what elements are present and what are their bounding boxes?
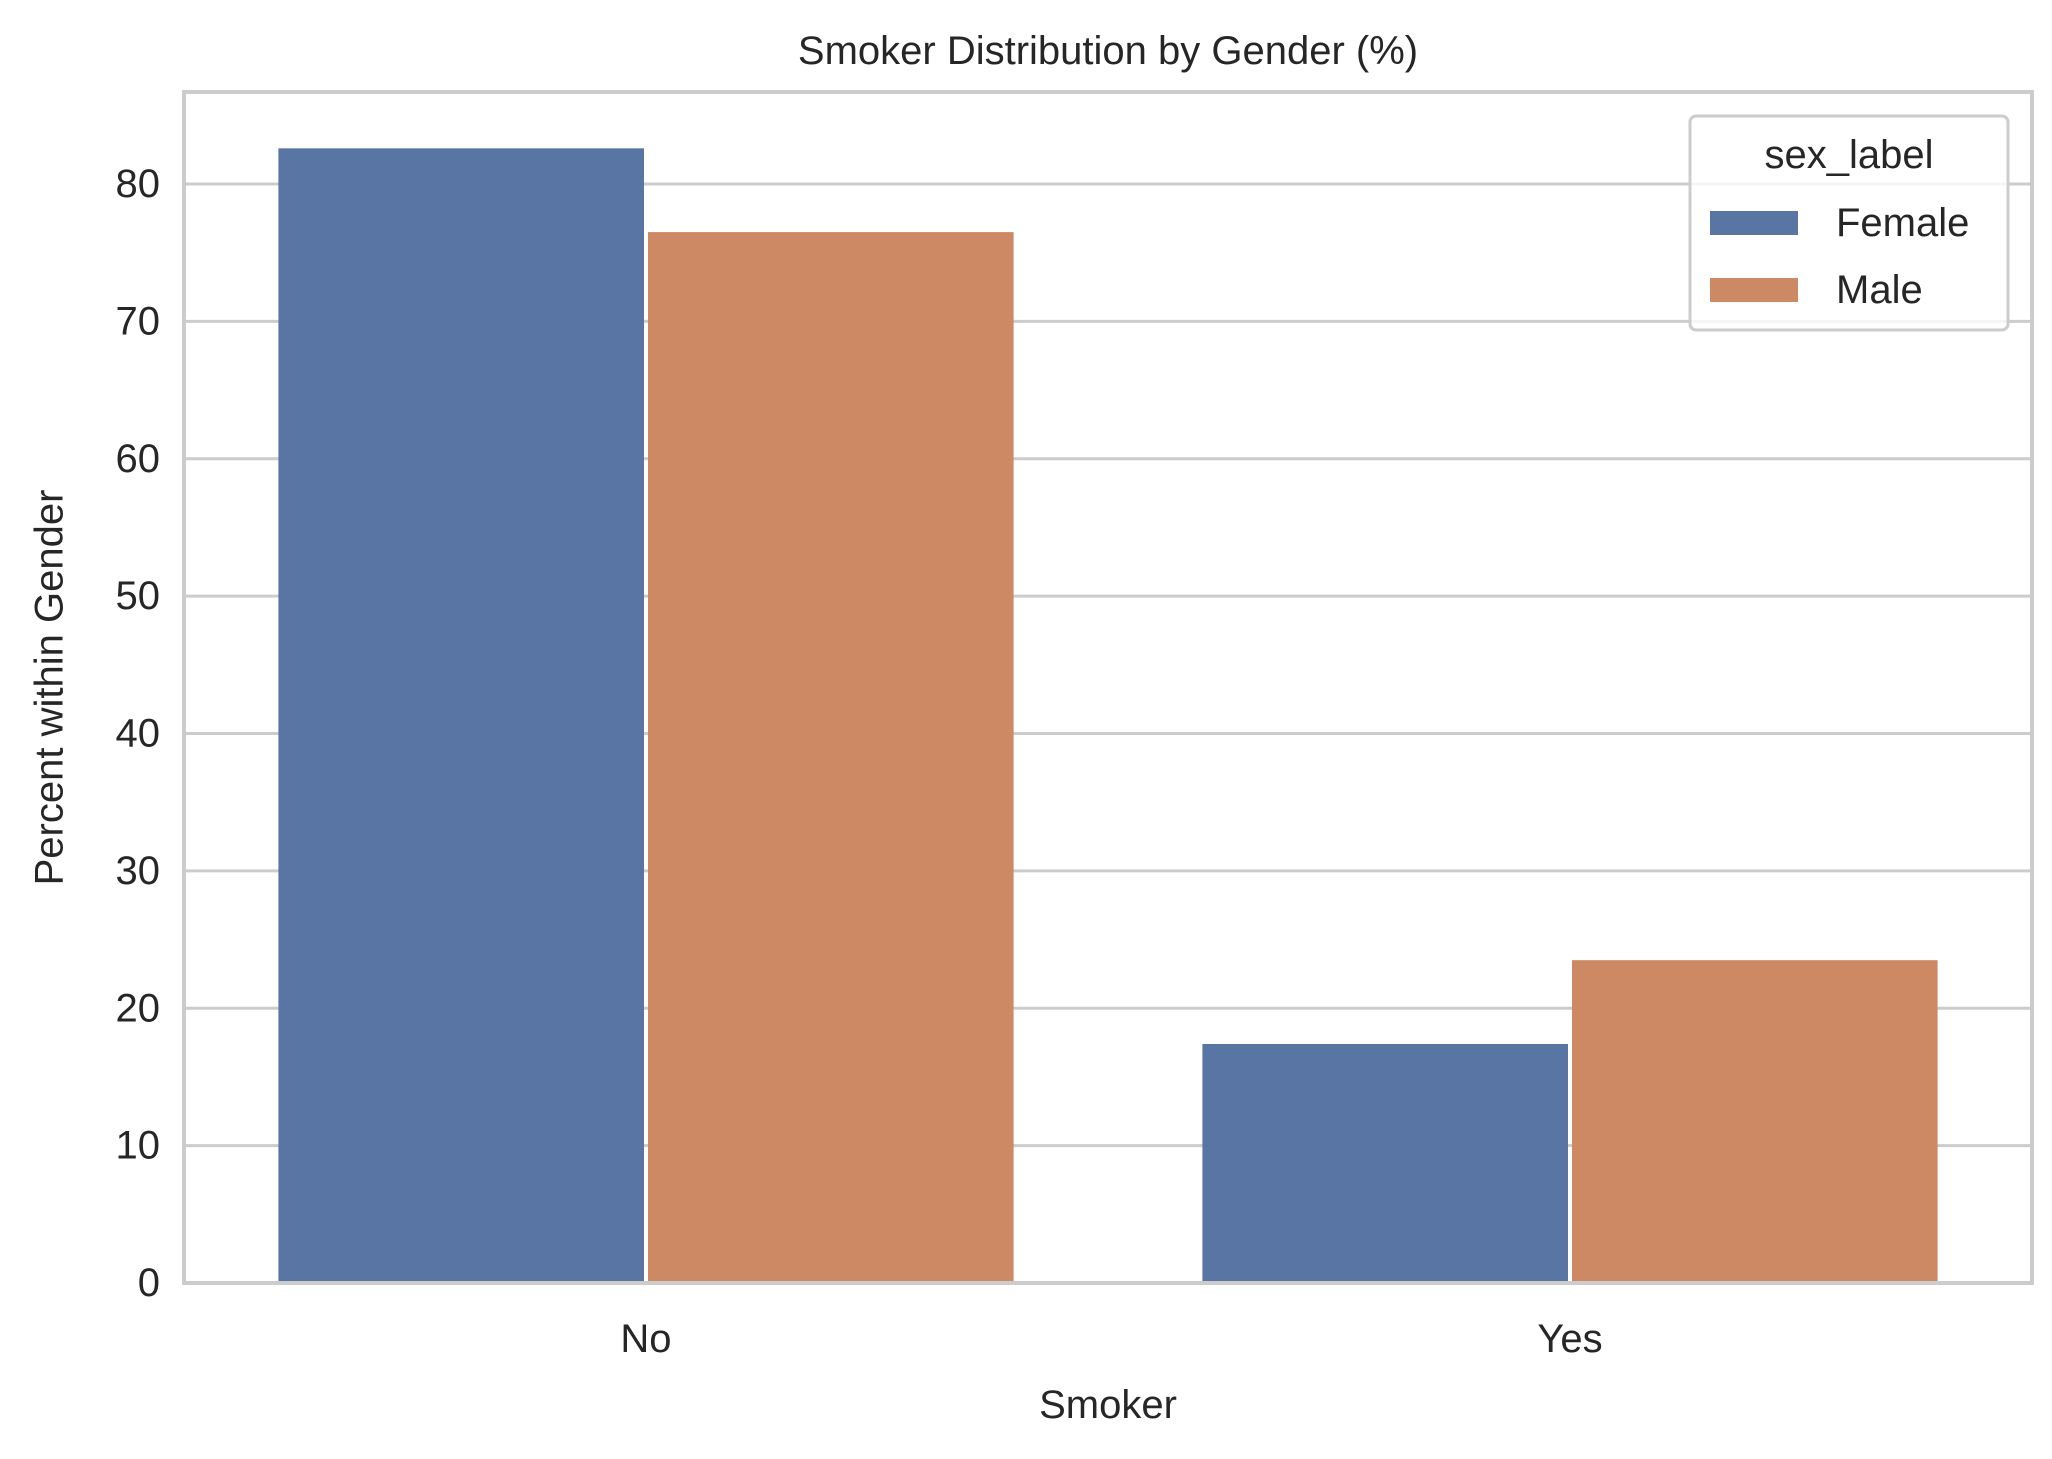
legend-title: sex_label (1764, 133, 1933, 177)
y-tick-label-30: 30 (116, 849, 161, 893)
legend: sex_label Female Male (1688, 114, 2010, 332)
bars (278, 148, 1938, 1284)
legend-entries: Female Male (1710, 201, 1969, 312)
x-tick-label-yes: Yes (1537, 1317, 1602, 1361)
bar-female-yes (1202, 1043, 1568, 1283)
plot-frame (182, 90, 2034, 1285)
bar-male-yes (1572, 960, 1938, 1283)
legend-label-male: Male (1836, 268, 1923, 312)
legend-box (1688, 114, 2010, 332)
legend-swatch-male (1710, 278, 1798, 302)
y-tick-label-10: 10 (116, 1124, 161, 1168)
bar-female-no (278, 148, 644, 1284)
y-tick-label-60: 60 (116, 437, 161, 481)
y-axis-label: Percent within Gender (28, 490, 72, 886)
y-tick-label-20: 20 (116, 986, 161, 1030)
bar-male-no (648, 232, 1014, 1283)
y-tick-label-0: 0 (138, 1261, 160, 1305)
legend-label-female: Female (1836, 201, 1969, 245)
y-tick-label-40: 40 (116, 712, 161, 756)
x-tick-label-no: No (620, 1317, 671, 1361)
y-tick-label-50: 50 (116, 574, 161, 618)
x-axis-label: Smoker (1039, 1383, 1177, 1427)
y-tick-label-80: 80 (116, 162, 161, 206)
y-tick-labels: 0 10 20 30 40 50 60 70 80 (116, 162, 161, 1305)
y-tick-label-70: 70 (116, 299, 161, 343)
chart-title: Smoker Distribution by Gender (%) (798, 29, 1418, 73)
legend-swatch-female (1710, 211, 1798, 235)
x-tick-labels: No Yes (620, 1317, 1602, 1361)
